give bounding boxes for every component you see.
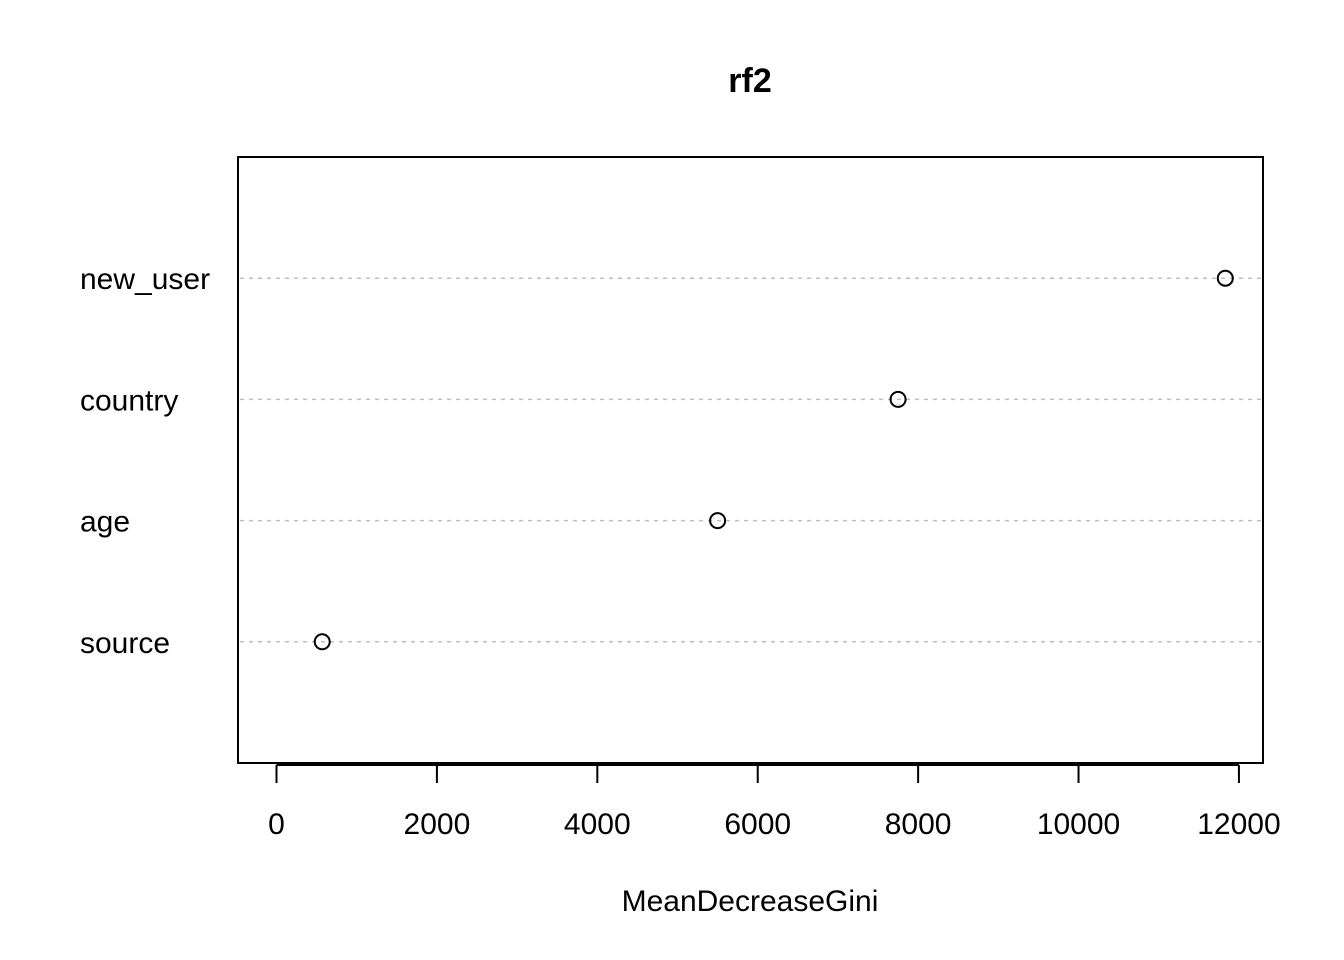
x-tick-label-10000: 10000: [1037, 808, 1120, 841]
x-axis: 0 2000 4000 6000 8000 10000 12000: [268, 764, 1281, 841]
category-label-source: source: [80, 627, 170, 660]
point-new_user: [1216, 269, 1234, 287]
data-points: [313, 269, 1234, 651]
category-label-age: age: [80, 506, 130, 539]
chart-title: rf2: [728, 62, 771, 100]
category-label-new_user: new_user: [80, 263, 210, 296]
point-age: [709, 512, 727, 530]
x-tick-label-4000: 4000: [564, 808, 631, 841]
x-tick-label-2000: 2000: [404, 808, 471, 841]
x-tick-label-6000: 6000: [724, 808, 791, 841]
x-axis-label: MeanDecreaseGini: [622, 885, 879, 918]
plot-frame: [237, 156, 1264, 764]
gridlines: [240, 277, 1261, 643]
x-tick-label-0: 0: [268, 808, 285, 841]
point-source: [313, 633, 331, 651]
x-tick-label-12000: 12000: [1197, 808, 1280, 841]
category-label-country: country: [80, 384, 178, 417]
x-tick-label-8000: 8000: [885, 808, 952, 841]
point-country: [889, 390, 907, 408]
category-labels: source age country new_user: [80, 263, 210, 660]
